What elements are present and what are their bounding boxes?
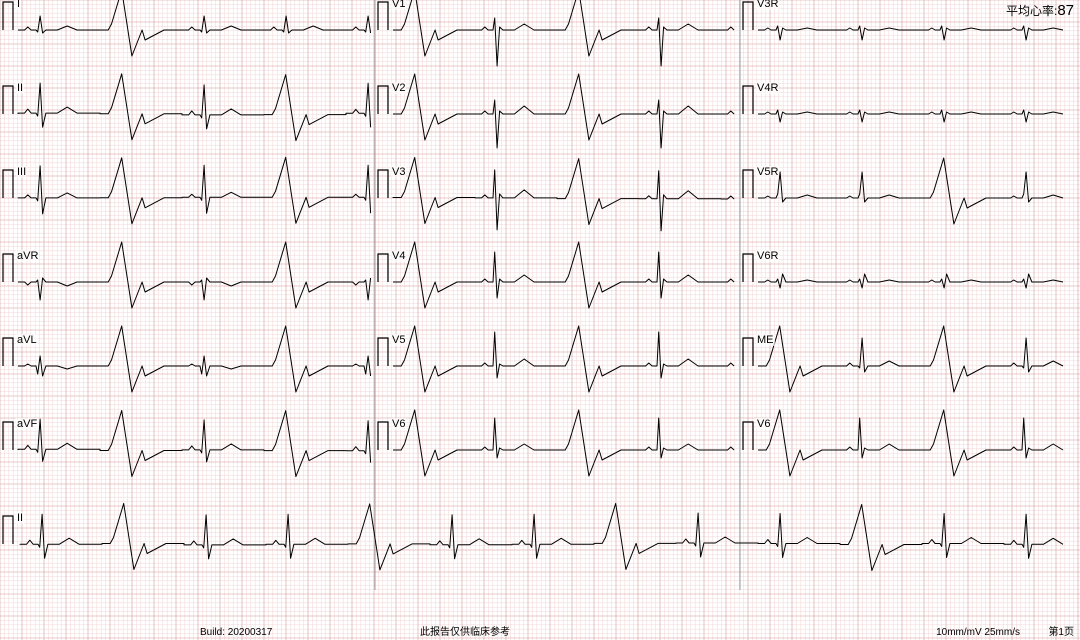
heart-rate: 平均心率:87 bbox=[1006, 2, 1074, 19]
page-text: 第1页 bbox=[1048, 623, 1074, 638]
lead-label-rhythm: II bbox=[16, 512, 24, 524]
lead-label-V4R: V4R bbox=[756, 82, 779, 94]
lead-label-V6: V6 bbox=[391, 418, 406, 430]
lead-label-aVF: aVF bbox=[16, 418, 38, 430]
build-text: Build: 20200317 bbox=[200, 627, 272, 638]
hr-label: 平均心率: bbox=[1006, 4, 1057, 18]
hr-value: 87 bbox=[1057, 2, 1074, 19]
lead-label-V6: V6 bbox=[756, 418, 771, 430]
lead-label-V6R: V6R bbox=[756, 250, 779, 262]
lead-label-V4: V4 bbox=[391, 250, 406, 262]
lead-label-II: II bbox=[16, 82, 24, 94]
lead-label-V5R: V5R bbox=[756, 166, 779, 178]
lead-label-V1: V1 bbox=[391, 0, 406, 10]
scale-text: 10mm/mV 25mm/s bbox=[936, 627, 1020, 638]
lead-label-aVL: aVL bbox=[16, 334, 38, 346]
lead-label-I: I bbox=[16, 0, 21, 10]
lead-label-V2: V2 bbox=[391, 82, 406, 94]
lead-label-V5: V5 bbox=[391, 334, 406, 346]
ecg-chart: 平均心率:87 Build: 20200317 此报告仅供临床参考 10mm/m… bbox=[0, 0, 1080, 640]
lead-label-aVR: aVR bbox=[16, 250, 39, 262]
lead-label-ME: ME bbox=[756, 334, 775, 346]
note-text: 此报告仅供临床参考 bbox=[420, 623, 510, 638]
lead-label-V3R: V3R bbox=[756, 0, 779, 10]
lead-label-III: III bbox=[16, 166, 27, 178]
ecg-svg bbox=[0, 0, 1080, 640]
lead-label-V3: V3 bbox=[391, 166, 406, 178]
